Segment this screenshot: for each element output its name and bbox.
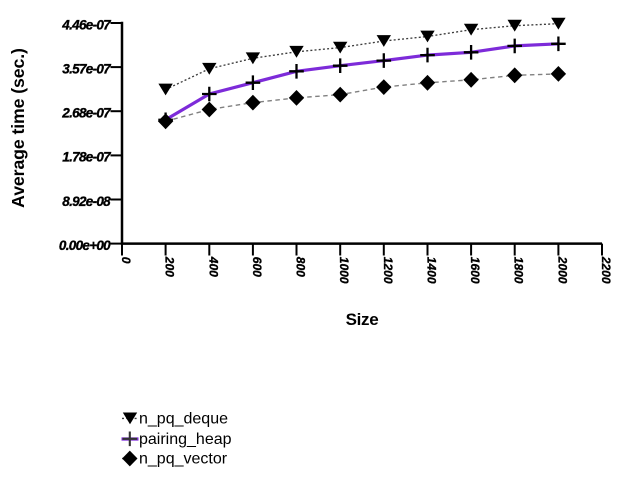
svg-text:1400: 1400 <box>425 257 439 284</box>
svg-text:2200: 2200 <box>599 256 613 284</box>
svg-text:200: 200 <box>163 256 177 277</box>
svg-text:600: 600 <box>250 257 264 277</box>
svg-text:1600: 1600 <box>468 257 482 284</box>
svg-text:8.92e-08: 8.92e-08 <box>62 194 111 209</box>
svg-text:pairing_heap: pairing_heap <box>139 431 232 448</box>
svg-text:2000: 2000 <box>555 256 569 284</box>
svg-text:0: 0 <box>119 257 133 264</box>
svg-text:n_pq_vector: n_pq_vector <box>139 451 228 468</box>
svg-text:1000: 1000 <box>337 257 351 284</box>
svg-text:0.00e+00: 0.00e+00 <box>59 238 111 253</box>
svg-text:Size: Size <box>346 310 379 329</box>
svg-text:400: 400 <box>206 256 220 277</box>
svg-text:n_pq_deque: n_pq_deque <box>139 410 228 427</box>
svg-text:1200: 1200 <box>381 257 395 284</box>
svg-text:2.68e-07: 2.68e-07 <box>61 106 112 121</box>
svg-text:4.46e-07: 4.46e-07 <box>61 17 112 32</box>
svg-text:1.78e-07: 1.78e-07 <box>62 150 112 165</box>
svg-text:1800: 1800 <box>512 257 526 284</box>
svg-text:800: 800 <box>294 257 308 277</box>
svg-text:3.57e-07: 3.57e-07 <box>62 61 112 76</box>
svg-text:Average time (sec.): Average time (sec.) <box>8 48 28 208</box>
